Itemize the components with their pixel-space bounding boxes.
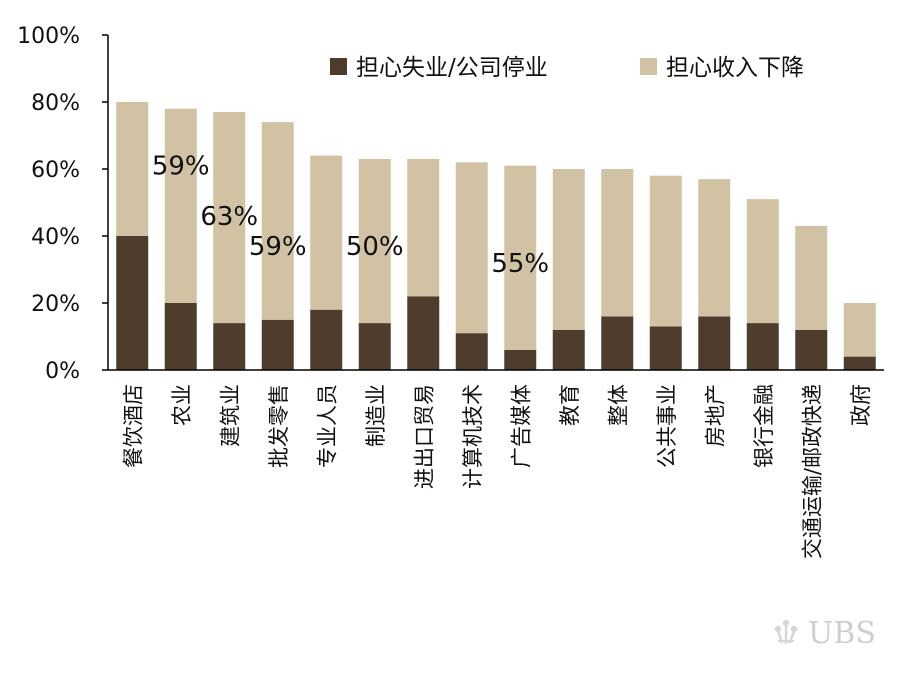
annotations-layer: 59%63%59% 50%55% [152, 152, 549, 279]
legend: 担心失业/公司停业 担心收入下降 [330, 55, 804, 81]
bar-job-loss-8 [504, 349, 537, 370]
x-tick-label: 整体 [606, 384, 630, 426]
y-tick-label: 80% [31, 91, 80, 116]
bar-income-drop-0 [116, 102, 149, 236]
bar-job-loss-0 [116, 236, 149, 370]
x-tick-label: 批发零售 [267, 384, 291, 468]
bar-income-drop-15 [843, 303, 876, 357]
bar-job-loss-12 [698, 316, 731, 370]
y-tick-label: 40% [31, 225, 80, 250]
annotation-label: 59% [249, 232, 307, 262]
bar-income-drop-12 [698, 179, 731, 317]
ubs-keys-icon [774, 619, 798, 644]
legend-swatch-0 [330, 58, 347, 75]
bar-job-loss-5 [358, 323, 391, 370]
legend-swatch-1 [640, 58, 657, 75]
x-tick-label: 制造业 [364, 384, 388, 447]
bar-income-drop-9 [552, 169, 585, 330]
bar-job-loss-11 [649, 326, 682, 370]
bar-income-drop-1 [164, 108, 197, 303]
x-tick-label: 房地产 [703, 384, 727, 447]
bar-income-drop-8 [504, 165, 537, 350]
bar-job-loss-13 [746, 323, 779, 370]
legend-label-0: 担心失业/公司停业 [356, 55, 548, 81]
bar-job-loss-6 [407, 296, 440, 370]
bar-income-drop-11 [649, 175, 682, 327]
y-tick-label: 20% [31, 292, 80, 317]
bar-income-drop-7 [455, 162, 488, 334]
bar-income-drop-14 [795, 225, 828, 330]
x-tick-label: 餐饮酒店 [121, 384, 145, 468]
annotation-label: 55% [491, 249, 549, 279]
bar-income-drop-10 [601, 169, 634, 317]
x-tick-label: 教育 [558, 384, 582, 426]
x-tick-label: 专业人员 [315, 384, 339, 468]
ubs-logo-text: UBS [808, 616, 876, 651]
x-tick-label: 交通运输/邮政快递 [800, 384, 824, 559]
annotation-label: 63% [200, 202, 258, 232]
y-tick-label: 0% [45, 359, 80, 384]
bar-job-loss-4 [310, 309, 343, 370]
y-tick-label: 100% [17, 24, 80, 49]
y-axis: 0% 20% 40% 60% 80% 100% [17, 24, 109, 384]
bar-job-loss-9 [552, 329, 585, 370]
bar-job-loss-3 [261, 319, 294, 370]
x-tick-label: 银行金融 [752, 384, 776, 468]
x-tick-label: 政府 [849, 384, 873, 426]
bar-job-loss-7 [455, 333, 488, 370]
bar-income-drop-3 [261, 122, 294, 320]
bar-job-loss-1 [164, 303, 197, 370]
legend-label-1: 担心收入下降 [666, 55, 804, 81]
bar-income-drop-13 [746, 199, 779, 324]
x-tick-label: 公共事业 [655, 384, 679, 468]
annotation-label: 50% [346, 232, 404, 262]
bar-income-drop-6 [407, 158, 440, 297]
y-tick-label: 60% [31, 158, 80, 183]
bar-income-drop-4 [310, 155, 343, 310]
x-tick-label: 建筑业 [218, 384, 242, 447]
bars-layer [116, 102, 876, 370]
bar-job-loss-2 [213, 323, 246, 370]
x-axis: 餐饮酒店 农业 建筑业 批发零售 专业人员 制造业 进出口贸易 计算机技术 广告媒体 教育 整体 公共… [108, 369, 884, 559]
x-tick-label: 农业 [170, 384, 194, 426]
bar-income-drop-5 [358, 158, 391, 324]
x-tick-label: 广告媒体 [509, 384, 533, 468]
bar-job-loss-14 [795, 329, 828, 370]
bar-job-loss-10 [601, 316, 634, 370]
x-tick-label: 进出口贸易 [412, 384, 436, 489]
bar-income-drop-2 [213, 112, 246, 324]
x-tick-label: 计算机技术 [461, 384, 485, 489]
annotation-label: 59% [152, 152, 210, 182]
bar-job-loss-15 [843, 356, 876, 370]
logo: UBS [774, 616, 876, 651]
